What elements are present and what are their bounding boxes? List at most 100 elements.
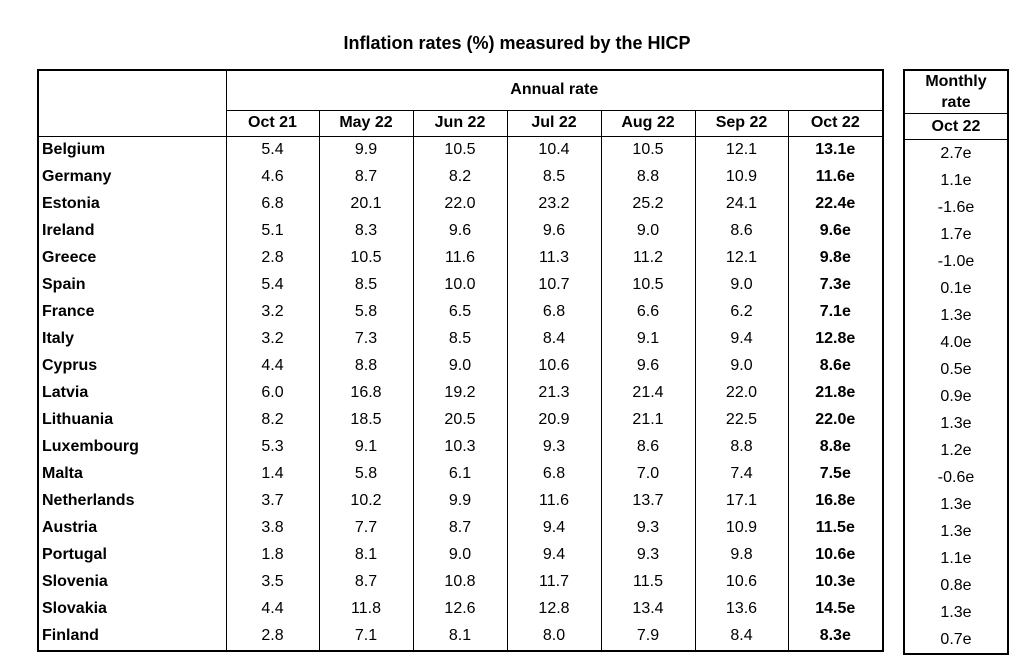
value-cell: 9.0 xyxy=(412,541,508,569)
value-cell: 6.8 xyxy=(506,298,602,326)
value-cell: 8.8e xyxy=(787,433,884,461)
value-cell: 10.4 xyxy=(506,135,602,164)
value-cell: 12.8 xyxy=(506,595,602,623)
table-row: Italy 3.2 7.3 8.5 8.4 9.1 9.4 12.8e xyxy=(37,325,884,353)
value-cell: 8.8 xyxy=(600,163,696,191)
value-cell: 8.4 xyxy=(506,325,602,353)
value-cell: 1.4 xyxy=(225,460,320,488)
column-header: Oct 22 xyxy=(903,113,1009,140)
value-cell: 0.9e xyxy=(903,383,1009,410)
value-cell: 9.9 xyxy=(412,487,508,515)
value-cell: 8.6 xyxy=(694,217,789,245)
country-cell: Greece xyxy=(37,244,227,272)
value-cell: 11.2 xyxy=(600,244,696,272)
value-cell: 8.2 xyxy=(412,163,508,191)
column-header: Oct 22 xyxy=(787,109,884,137)
table-title: Inflation rates (%) measured by the HICP xyxy=(343,33,691,53)
value-cell: 10.5 xyxy=(318,244,414,272)
table-row: Luxembourg 5.3 9.1 10.3 9.3 8.6 8.8 8.8e xyxy=(37,433,884,461)
value-cell: 12.8e xyxy=(787,325,884,353)
country-cell: Latvia xyxy=(37,379,227,407)
monthly-table: Monthly rate Oct 22 2.7e 1.1e -1.6e 1.7e -1.… xyxy=(903,69,1009,655)
value-cell: 9.4 xyxy=(506,514,602,542)
table-row: Netherlands 3.7 10.2 9.9 11.6 13.7 17.1 16.8e xyxy=(37,487,884,515)
table-row: 1.3e xyxy=(903,599,1009,626)
table-row: Slovakia 4.4 11.8 12.6 12.8 13.4 13.6 14.5e xyxy=(37,595,884,623)
value-cell: 1.3e xyxy=(903,302,1009,329)
value-cell: 8.5 xyxy=(318,271,414,299)
table-row: Austria 3.8 7.7 8.7 9.4 9.3 10.9 11.5e xyxy=(37,514,884,542)
table-row: France 3.2 5.8 6.5 6.8 6.6 6.2 7.1e xyxy=(37,298,884,326)
table-row: Spain 5.4 8.5 10.0 10.7 10.5 9.0 7.3e xyxy=(37,271,884,299)
value-cell: 11.3 xyxy=(506,244,602,272)
value-cell: 7.1 xyxy=(318,622,414,651)
column-header: Sep 22 xyxy=(694,109,789,137)
table-row: 1.3e xyxy=(903,410,1009,437)
value-cell: 6.8 xyxy=(225,190,320,218)
value-cell: 8.8 xyxy=(694,433,789,461)
value-cell: 0.5e xyxy=(903,356,1009,383)
country-cell: Cyprus xyxy=(37,352,227,380)
value-cell: 7.9 xyxy=(600,622,696,651)
value-cell: 2.8 xyxy=(225,244,320,272)
value-cell: 9.3 xyxy=(506,433,602,461)
value-cell: 24.1 xyxy=(694,190,789,218)
table-row: Finland 2.8 7.1 8.1 8.0 7.9 8.4 8.3e xyxy=(37,622,884,651)
value-cell: 1.3e xyxy=(903,599,1009,626)
value-cell: 10.7 xyxy=(506,271,602,299)
value-cell: 9.4 xyxy=(506,541,602,569)
column-header: Oct 21 xyxy=(225,109,320,137)
table-row: Latvia 6.0 16.8 19.2 21.3 21.4 22.0 21.8e xyxy=(37,379,884,407)
value-cell: 4.6 xyxy=(225,163,320,191)
country-cell: France xyxy=(37,298,227,326)
value-cell: 20.5 xyxy=(412,406,508,434)
value-cell: 22.4e xyxy=(787,190,884,218)
value-cell: 6.8 xyxy=(506,460,602,488)
value-cell: 12.6 xyxy=(412,595,508,623)
value-cell: 1.3e xyxy=(903,410,1009,437)
value-cell: 3.2 xyxy=(225,298,320,326)
value-cell: 8.7 xyxy=(318,163,414,191)
value-cell: 11.6e xyxy=(787,163,884,191)
country-cell: Italy xyxy=(37,325,227,353)
value-cell: 3.8 xyxy=(225,514,320,542)
country-cell: Netherlands xyxy=(37,487,227,515)
table-row: 1.2e xyxy=(903,437,1009,464)
value-cell: 5.3 xyxy=(225,433,320,461)
value-cell: 16.8e xyxy=(787,487,884,515)
value-cell: 9.1 xyxy=(318,433,414,461)
value-cell: 5.1 xyxy=(225,217,320,245)
table-body: Belgium 5.4 9.9 10.5 10.4 10.5 12.1 13.1e German… xyxy=(37,135,884,651)
value-cell: 10.5 xyxy=(600,271,696,299)
value-cell: 9.1 xyxy=(600,325,696,353)
value-cell: 14.5e xyxy=(787,595,884,623)
table-row: Ireland 5.1 8.3 9.6 9.6 9.0 8.6 9.6e xyxy=(37,217,884,245)
table-row: 0.5e xyxy=(903,356,1009,383)
value-cell: 1.3e xyxy=(903,518,1009,545)
country-cell: Estonia xyxy=(37,190,227,218)
value-cell: 3.7 xyxy=(225,487,320,515)
table-row: 1.3e xyxy=(903,491,1009,518)
value-cell: -0.6e xyxy=(903,464,1009,491)
value-cell: 2.7e xyxy=(903,139,1009,167)
value-cell: 1.8 xyxy=(225,541,320,569)
value-cell: 10.3e xyxy=(787,568,884,596)
value-cell: 8.1 xyxy=(412,622,508,651)
country-cell: Germany xyxy=(37,163,227,191)
value-cell: 1.1e xyxy=(903,167,1009,194)
column-header: May 22 xyxy=(318,109,414,137)
table-row: Estonia 6.8 20.1 22.0 23.2 25.2 24.1 22.4e xyxy=(37,190,884,218)
value-cell: 0.1e xyxy=(903,275,1009,302)
value-cell: 16.8 xyxy=(318,379,414,407)
table-row: Portugal 1.8 8.1 9.0 9.4 9.3 9.8 10.6e xyxy=(37,541,884,569)
country-cell: Belgium xyxy=(37,135,227,164)
value-cell: 7.5e xyxy=(787,460,884,488)
value-cell: 22.0 xyxy=(694,379,789,407)
table-row: -0.6e xyxy=(903,464,1009,491)
value-cell: 8.6e xyxy=(787,352,884,380)
value-cell: 8.1 xyxy=(318,541,414,569)
value-cell: 12.1 xyxy=(694,244,789,272)
value-cell: 4.4 xyxy=(225,352,320,380)
